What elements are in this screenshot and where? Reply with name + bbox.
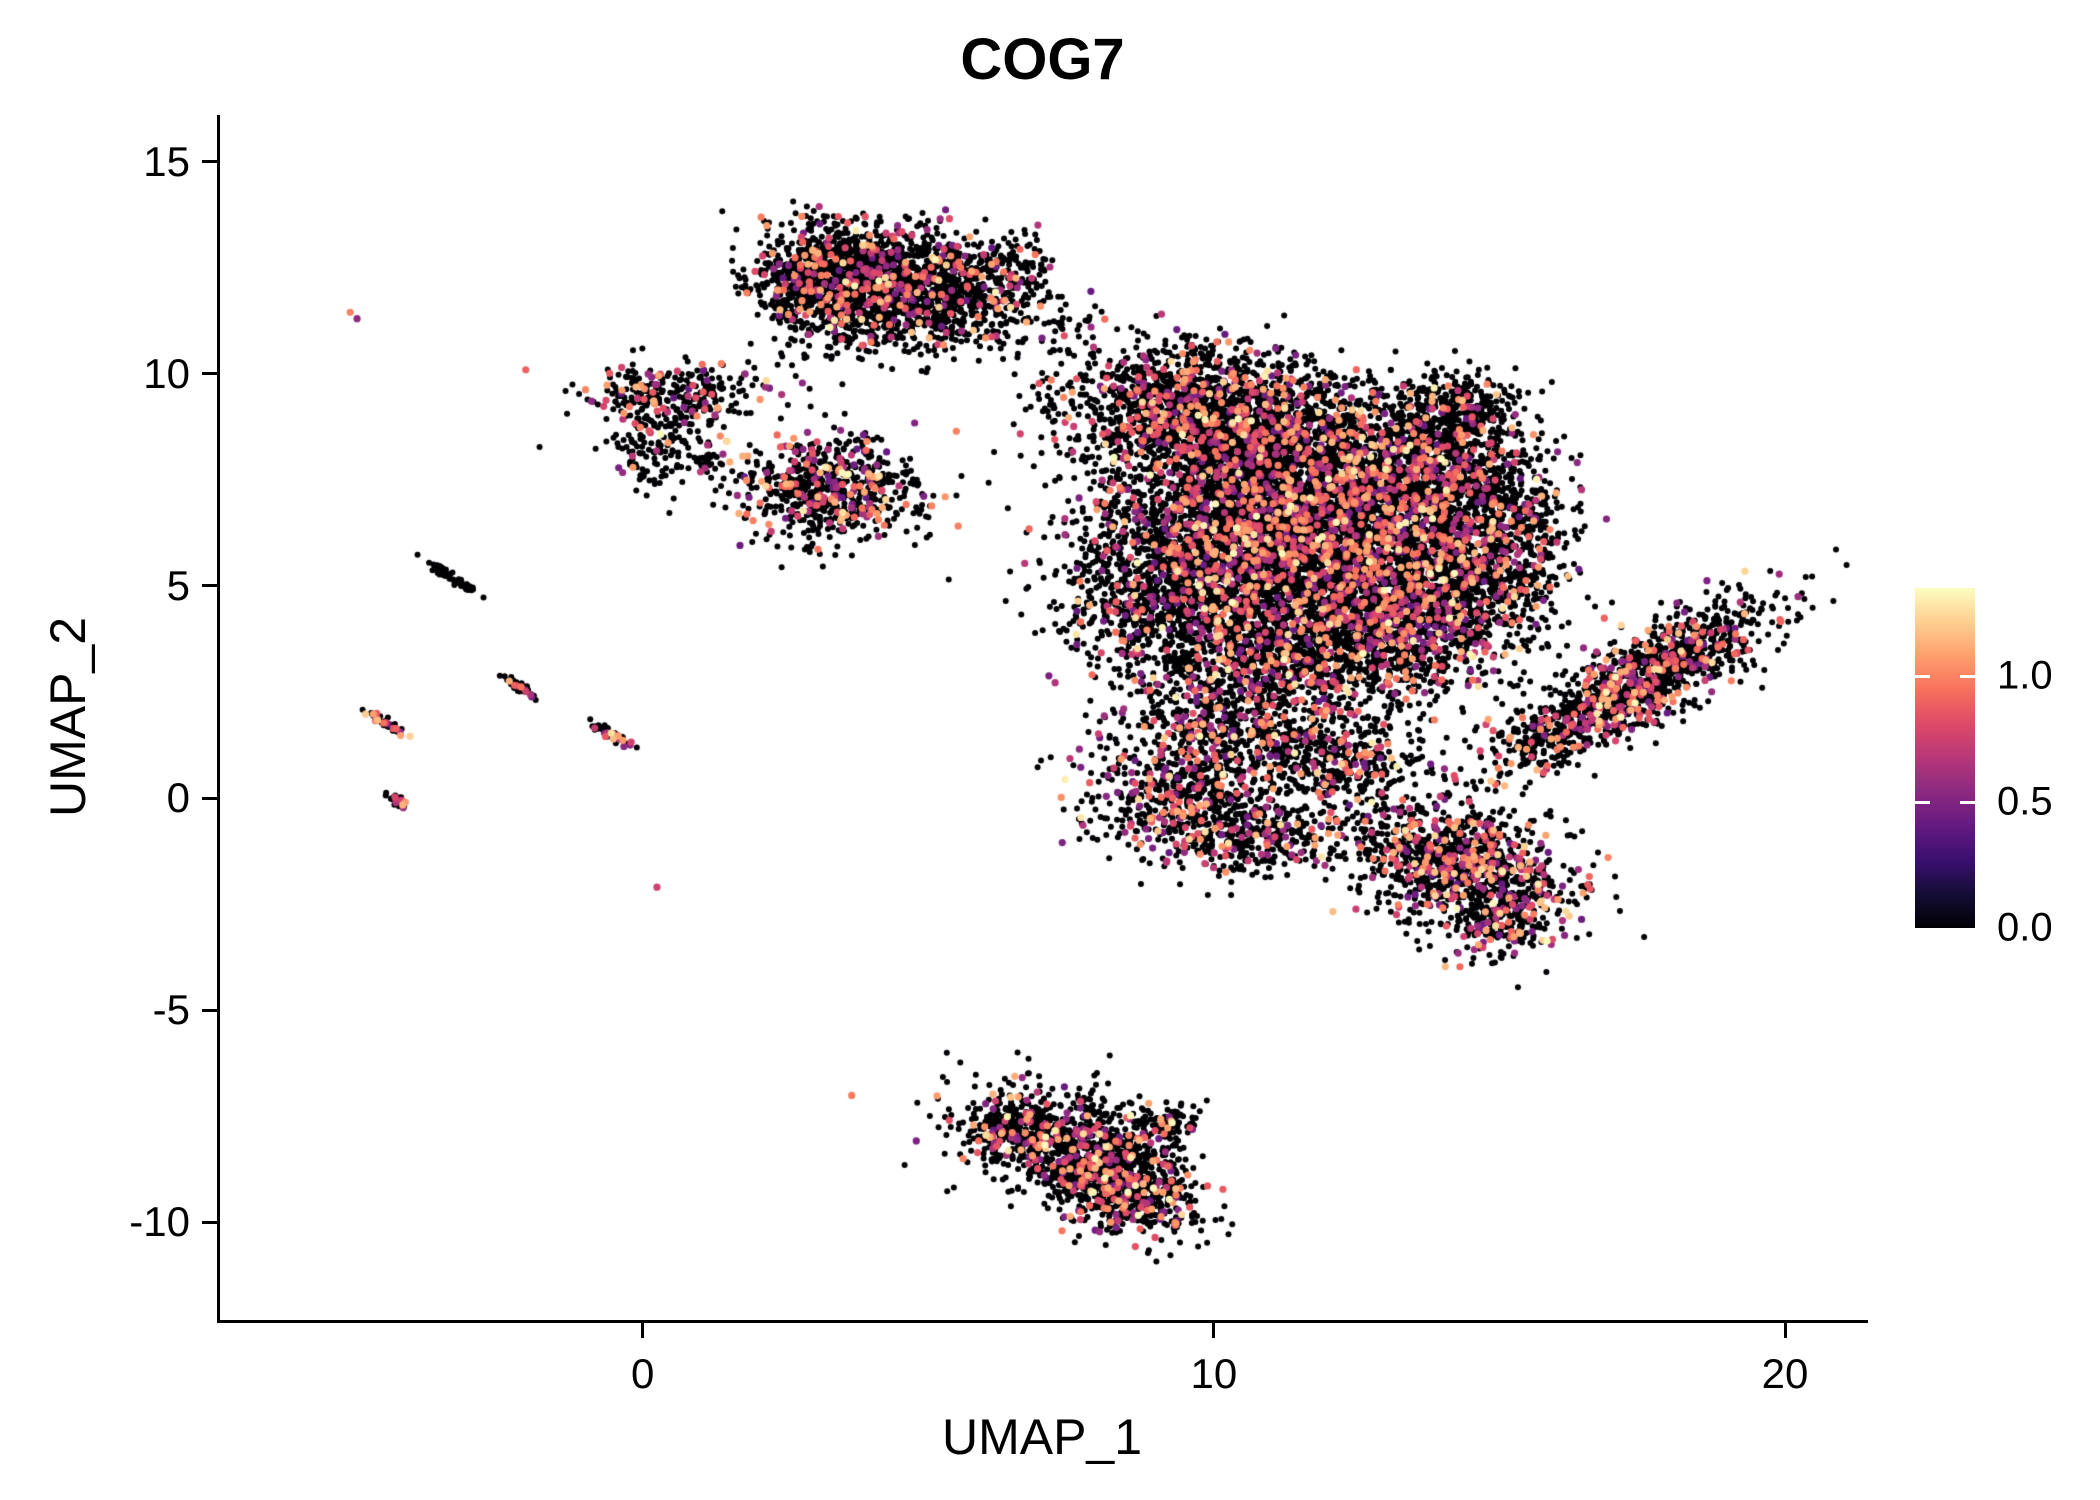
y-tick-label: -5 (152, 986, 190, 1034)
y-tick-label: 5 (166, 561, 190, 609)
colorbar-tick-mark (1915, 800, 1930, 804)
colorbar-tick-label: 1.0 (1997, 653, 2053, 698)
colorbar (1915, 588, 1975, 928)
y-tick-label: 0 (166, 774, 190, 822)
chart-title: COG7 (960, 27, 1125, 92)
x-tick-label: 20 (1761, 1350, 1809, 1397)
y-tick-mark (202, 1220, 217, 1224)
y-tick-mark (202, 160, 217, 164)
y-tick-label: -10 (129, 1198, 190, 1246)
scatter-canvas (220, 115, 1865, 1320)
x-tick-mark (1212, 1323, 1216, 1338)
colorbar-tick-mark (1960, 800, 1975, 804)
x-tick-label: 10 (1190, 1350, 1238, 1397)
y-tick-label: 10 (143, 349, 190, 397)
colorbar-tick-label: 0.5 (1997, 779, 2053, 824)
colorbar-tick-mark (1915, 674, 1930, 678)
x-tick-label: 0 (630, 1350, 655, 1397)
colorbar-tick-label: 0.0 (1997, 905, 2053, 950)
y-axis-line (217, 115, 220, 1323)
y-tick-mark (202, 584, 217, 588)
y-tick-mark (202, 796, 217, 800)
x-axis-line (217, 1320, 1868, 1323)
y-tick-mark (202, 1008, 217, 1012)
x-tick-mark (641, 1323, 645, 1338)
y-tick-label: 15 (143, 137, 190, 185)
x-tick-mark (1783, 1323, 1787, 1338)
x-axis-label: UMAP_1 (941, 1409, 1143, 1465)
colorbar-tick-mark (1960, 674, 1975, 678)
y-tick-mark (202, 372, 217, 376)
colorbar-gradient (1915, 588, 1975, 928)
